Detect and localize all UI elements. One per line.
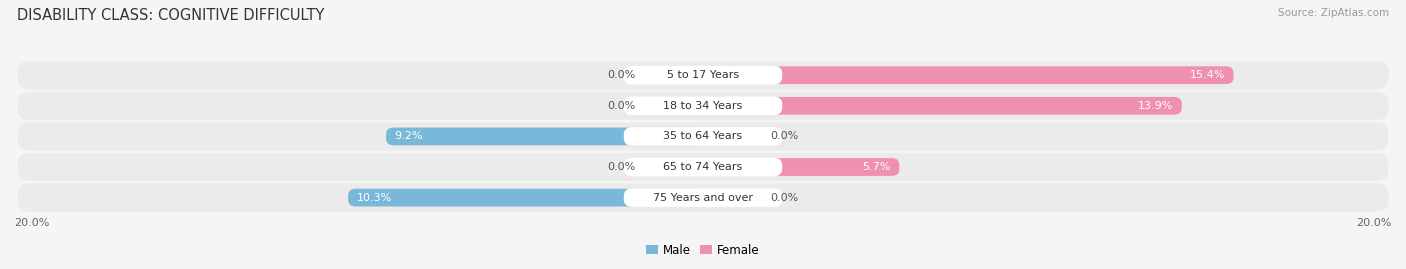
FancyBboxPatch shape (17, 153, 1389, 181)
FancyBboxPatch shape (641, 158, 703, 176)
Text: 5.7%: 5.7% (862, 162, 891, 172)
Text: 0.0%: 0.0% (770, 193, 799, 203)
FancyBboxPatch shape (624, 127, 782, 146)
Text: Source: ZipAtlas.com: Source: ZipAtlas.com (1278, 8, 1389, 18)
FancyBboxPatch shape (624, 97, 782, 115)
FancyBboxPatch shape (641, 66, 703, 84)
FancyBboxPatch shape (703, 66, 1233, 84)
FancyBboxPatch shape (624, 66, 782, 84)
FancyBboxPatch shape (624, 158, 782, 176)
Text: 0.0%: 0.0% (607, 70, 636, 80)
Text: 5 to 17 Years: 5 to 17 Years (666, 70, 740, 80)
Text: 10.3%: 10.3% (357, 193, 392, 203)
Text: DISABILITY CLASS: COGNITIVE DIFFICULTY: DISABILITY CLASS: COGNITIVE DIFFICULTY (17, 8, 325, 23)
FancyBboxPatch shape (703, 97, 1182, 115)
Text: 75 Years and over: 75 Years and over (652, 193, 754, 203)
Text: 0.0%: 0.0% (770, 132, 799, 141)
FancyBboxPatch shape (17, 183, 1389, 212)
Text: 9.2%: 9.2% (395, 132, 423, 141)
Text: 15.4%: 15.4% (1189, 70, 1225, 80)
Text: 13.9%: 13.9% (1137, 101, 1173, 111)
Text: 20.0%: 20.0% (14, 218, 49, 228)
FancyBboxPatch shape (703, 128, 765, 145)
FancyBboxPatch shape (387, 128, 703, 145)
Text: 65 to 74 Years: 65 to 74 Years (664, 162, 742, 172)
Text: 0.0%: 0.0% (607, 101, 636, 111)
FancyBboxPatch shape (17, 92, 1389, 120)
Text: 20.0%: 20.0% (1357, 218, 1392, 228)
FancyBboxPatch shape (624, 188, 782, 207)
Text: 35 to 64 Years: 35 to 64 Years (664, 132, 742, 141)
Text: 18 to 34 Years: 18 to 34 Years (664, 101, 742, 111)
FancyBboxPatch shape (703, 158, 900, 176)
FancyBboxPatch shape (349, 189, 703, 207)
FancyBboxPatch shape (17, 122, 1389, 150)
Text: 0.0%: 0.0% (607, 162, 636, 172)
FancyBboxPatch shape (703, 189, 765, 207)
FancyBboxPatch shape (641, 97, 703, 115)
Legend: Male, Female: Male, Female (641, 239, 765, 261)
FancyBboxPatch shape (17, 61, 1389, 89)
